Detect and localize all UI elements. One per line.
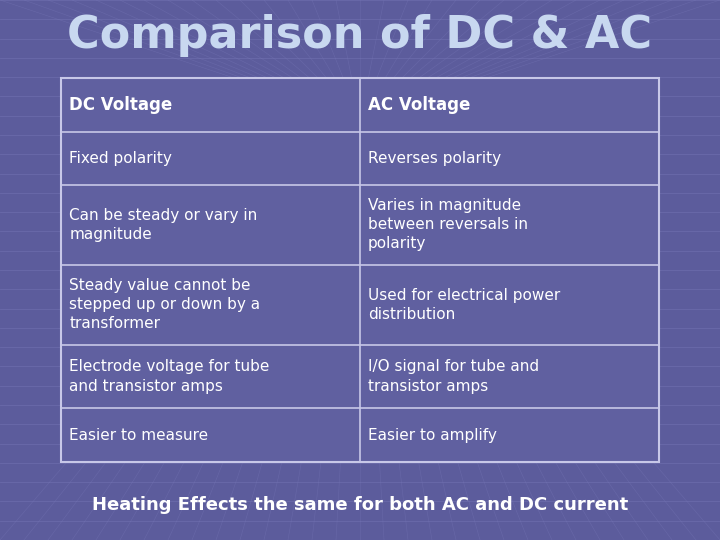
Text: Used for electrical power
distribution: Used for electrical power distribution (368, 287, 560, 322)
Bar (61, 78, 659, 462)
Text: Electrode voltage for tube
and transistor amps: Electrode voltage for tube and transisto… (69, 360, 269, 394)
Text: Comparison of DC & AC: Comparison of DC & AC (68, 14, 652, 57)
Text: Can be steady or vary in
magnitude: Can be steady or vary in magnitude (69, 208, 258, 242)
Text: Reverses polarity: Reverses polarity (368, 151, 501, 166)
Text: Easier to amplify: Easier to amplify (368, 428, 497, 443)
Text: AC Voltage: AC Voltage (368, 96, 470, 114)
Text: DC Voltage: DC Voltage (69, 96, 173, 114)
Text: I/O signal for tube and
transistor amps: I/O signal for tube and transistor amps (368, 360, 539, 394)
Text: Fixed polarity: Fixed polarity (69, 151, 172, 166)
Text: Varies in magnitude
between reversals in
polarity: Varies in magnitude between reversals in… (368, 198, 528, 252)
Text: Steady value cannot be
stepped up or down by a
transformer: Steady value cannot be stepped up or dow… (69, 278, 261, 332)
Text: Easier to measure: Easier to measure (69, 428, 208, 443)
Text: Heating Effects the same for both AC and DC current: Heating Effects the same for both AC and… (92, 496, 628, 514)
